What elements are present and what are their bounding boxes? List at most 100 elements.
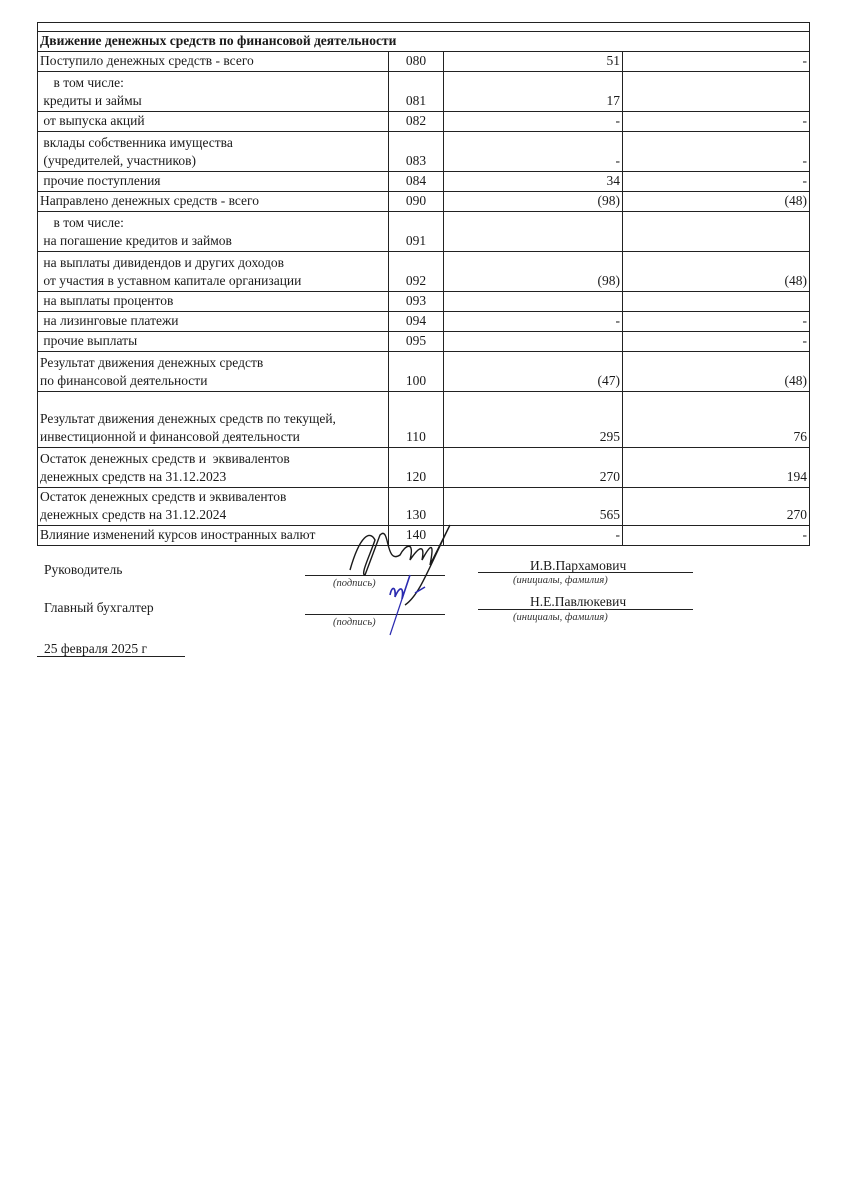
date-line [37,656,185,657]
row-label-line: в том числе: [40,75,124,90]
row-label: прочие поступления [37,171,389,192]
value-prior-year: - [622,525,810,546]
head-name-line [478,572,693,573]
value-prior-year: - [622,331,810,352]
row-label-line: прочие поступления [40,173,161,188]
head-signature-line [305,575,445,576]
accountant-label: Главный бухгалтер [44,600,154,615]
table-row-080: Поступило денежных средств - всего 080 51- [37,51,810,72]
table-row-081: в том числе: кредиты и займы 081 17 [37,71,810,112]
table-row-110: Результат движения денежных средств по т… [37,391,810,448]
value-current-year: - [443,311,623,332]
row-label: Остаток денежных средств и эквивалентов д… [37,447,389,488]
row-code: 081 [388,71,444,112]
value-prior-year [622,211,810,252]
row-label-line: вклады собственника имущества [40,135,233,150]
row-label-line: Остаток денежных средств и эквивалентов [40,451,290,466]
row-code: 140 [388,525,444,546]
row-code: 130 [388,487,444,526]
row-label: вклады собственника имущества (учредител… [37,131,389,172]
row-label-line: инвестиционной и финансовой деятельности [40,429,300,444]
value-current-year [443,211,623,252]
accountant-name-caption: (инициалы, фамилия) [513,612,608,623]
row-label-line: Поступило денежных средств - всего [40,53,254,68]
row-label-line: Остаток денежных средств и эквивалентов [40,489,287,504]
value-current-year: (98) [443,191,623,212]
row-label: прочие выплаты [37,331,389,352]
table-row-095: прочие выплаты 095 - [37,331,810,352]
value-prior-year: 194 [622,447,810,488]
row-label-line: Направлено денежных средств - всего [40,193,259,208]
row-code: 092 [388,251,444,292]
row-label: от выпуска акций [37,111,389,132]
value-prior-year: (48) [622,351,810,392]
table-row-094: на лизинговые платежи 094- - [37,311,810,332]
accountant-name: Н.Е.Павлюкевич [530,594,627,609]
head-name-caption: (инициалы, фамилия) [513,575,608,586]
row-label: Результат движения денежных средств по фи… [37,351,389,392]
value-prior-year [622,71,810,112]
row-label-line: Результат движения денежных средств по т… [40,411,336,426]
table-row-084: прочие поступления 084 34- [37,171,810,192]
handwritten-signatures [349,524,451,636]
value-prior-year: - [622,111,810,132]
accountant-signature-line [305,614,445,615]
row-label: на выплаты дивидендов и других доходов о… [37,251,389,292]
row-label: Влияние изменений курсов иностранных вал… [37,525,389,546]
head-label: Руководитель [44,562,123,577]
row-label: в том числе: на погашение кредитов и зай… [37,211,389,252]
row-code: 084 [388,171,444,192]
row-label-line: (учредителей, участников) [40,153,197,168]
value-prior-year: (48) [622,191,810,212]
table-row-083: вклады собственника имущества (учредител… [37,131,810,172]
value-prior-year: - [622,171,810,192]
financial-activity-cashflow-table: Движение денежных средств по финансовой … [37,22,810,546]
value-current-year: 270 [443,447,623,488]
row-code: 080 [388,51,444,72]
row-label: Остаток денежных средств и эквивалентов д… [37,487,389,526]
value-prior-year: - [622,311,810,332]
value-prior-year: (48) [622,251,810,292]
row-label: Поступило денежных средств - всего [37,51,389,72]
head-signature-caption: (подпись) [333,578,376,589]
row-label: на выплаты процентов [37,291,389,312]
value-current-year: 17 [443,71,623,112]
value-current-year: 565 [443,487,623,526]
row-label-line: денежных средств на 31.12.2023 [40,469,227,484]
row-label-line: Результат движения денежных средств [40,355,264,370]
row-label-line: денежных средств на 31.12.2024 [40,507,227,522]
row-label-line: Влияние изменений курсов иностранных вал… [40,527,316,542]
table-row-092: на выплаты дивидендов и других доходов о… [37,251,810,292]
section-header-row: Движение денежных средств по финансовой … [37,31,810,52]
row-label-line: на погашение кредитов и займов [40,233,232,248]
row-label-line: на выплаты процентов [40,293,174,308]
row-label-line: на выплаты дивидендов и других доходов [40,255,285,270]
row-code: 093 [388,291,444,312]
row-label: на лизинговые платежи [37,311,389,332]
table-row-091: в том числе: на погашение кредитов и зай… [37,211,810,252]
value-prior-year: 270 [622,487,810,526]
value-prior-year: - [622,51,810,72]
value-current-year [443,291,623,312]
value-current-year: 51 [443,51,623,72]
row-code: 100 [388,351,444,392]
table-row-130: Остаток денежных средств и эквивалентов д… [37,487,810,526]
row-label-line: в том числе: [40,215,124,230]
table-row-093: на выплаты процентов 093 [37,291,810,312]
value-prior-year [622,291,810,312]
row-label-line: по финансовой деятельности [40,373,208,388]
row-label-line: кредиты и займы [40,93,142,108]
row-code: 083 [388,131,444,172]
row-label: в том числе: кредиты и займы [37,71,389,112]
value-prior-year: 76 [622,391,810,448]
row-code: 094 [388,311,444,332]
value-current-year: 295 [443,391,623,448]
row-label: Результат движения денежных средств по т… [37,391,389,448]
accountant-signature-caption: (подпись) [333,617,376,628]
value-prior-year: - [622,131,810,172]
row-code: 091 [388,211,444,252]
value-current-year: - [443,525,623,546]
value-current-year: 34 [443,171,623,192]
row-label-line: от выпуска акций [40,113,145,128]
table-row-120: Остаток денежных средств и эквивалентов д… [37,447,810,488]
